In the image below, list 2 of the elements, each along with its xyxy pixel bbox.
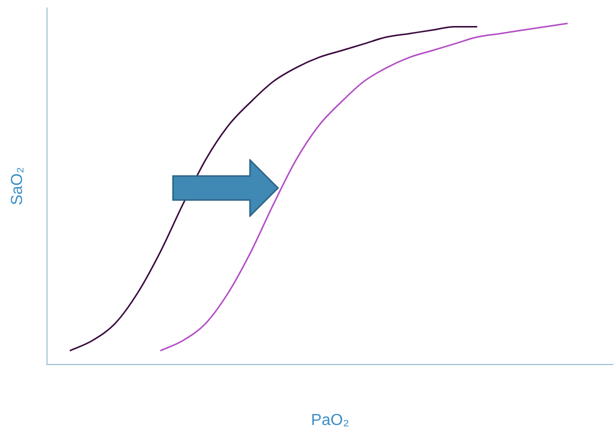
y-axis-title: SaO₂ — [9, 167, 26, 206]
x-axis-title: PaO₂ — [310, 412, 350, 429]
